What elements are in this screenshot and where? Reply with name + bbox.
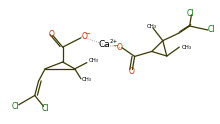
Text: Cl: Cl bbox=[41, 104, 49, 113]
Text: Ca: Ca bbox=[99, 40, 110, 49]
Text: −: − bbox=[85, 31, 91, 37]
Text: O: O bbox=[129, 67, 135, 76]
Text: O: O bbox=[116, 43, 122, 52]
Text: CH₃: CH₃ bbox=[81, 77, 92, 82]
Text: Cl: Cl bbox=[187, 9, 194, 17]
Text: CH₃: CH₃ bbox=[89, 58, 99, 63]
Text: 2+: 2+ bbox=[110, 39, 118, 44]
Text: Cl: Cl bbox=[12, 102, 19, 111]
Text: Cl: Cl bbox=[207, 25, 215, 34]
Text: CH₃: CH₃ bbox=[147, 24, 157, 29]
Text: CH₃: CH₃ bbox=[182, 45, 192, 50]
Text: O: O bbox=[81, 32, 87, 41]
Text: −: − bbox=[112, 43, 118, 49]
Text: O: O bbox=[49, 30, 55, 39]
